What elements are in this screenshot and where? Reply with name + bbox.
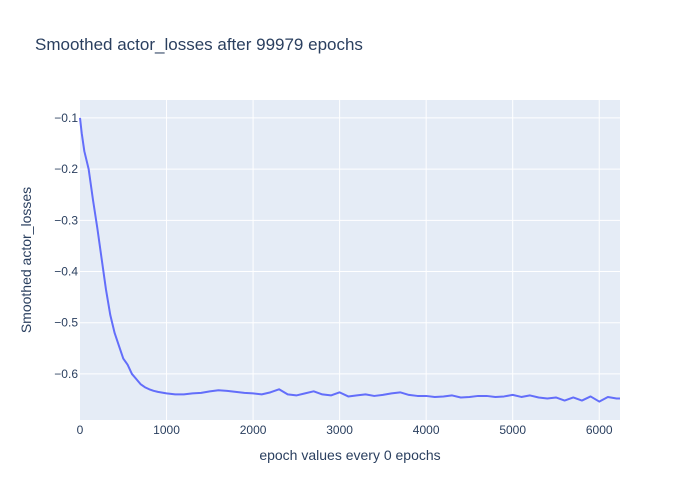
plot-background bbox=[80, 100, 620, 420]
series-layer bbox=[79, 117, 620, 403]
x-tick-label: 0 bbox=[77, 423, 84, 437]
y-tick-label: −0.6 bbox=[54, 367, 78, 381]
x-tick-label: 2000 bbox=[240, 423, 267, 437]
x-tick-label: 1000 bbox=[153, 423, 180, 437]
y-tick-label: −0.1 bbox=[54, 111, 78, 125]
x-tick-label: 4000 bbox=[413, 423, 440, 437]
x-tick-label: 5000 bbox=[499, 423, 526, 437]
x-axis-ticks: 0 1000 2000 3000 4000 5000 6000 bbox=[77, 423, 613, 437]
y-tick-label: −0.5 bbox=[54, 316, 78, 330]
y-tick-label: −0.2 bbox=[54, 162, 78, 176]
y-axis-ticks: −0.1 −0.2 −0.3 −0.4 −0.5 −0.6 bbox=[54, 111, 78, 381]
x-axis-title: epoch values every 0 epochs bbox=[259, 447, 440, 463]
chart-title: Smoothed actor_losses after 99979 epochs bbox=[35, 35, 363, 54]
x-tick-label: 3000 bbox=[326, 423, 353, 437]
series-line bbox=[79, 117, 620, 403]
y-axis-title: Smoothed actor_losses bbox=[18, 187, 34, 333]
y-tick-label: −0.4 bbox=[54, 265, 78, 279]
x-tick-label: 6000 bbox=[586, 423, 613, 437]
y-tick-label: −0.3 bbox=[54, 213, 78, 227]
grid-lines bbox=[80, 100, 620, 420]
